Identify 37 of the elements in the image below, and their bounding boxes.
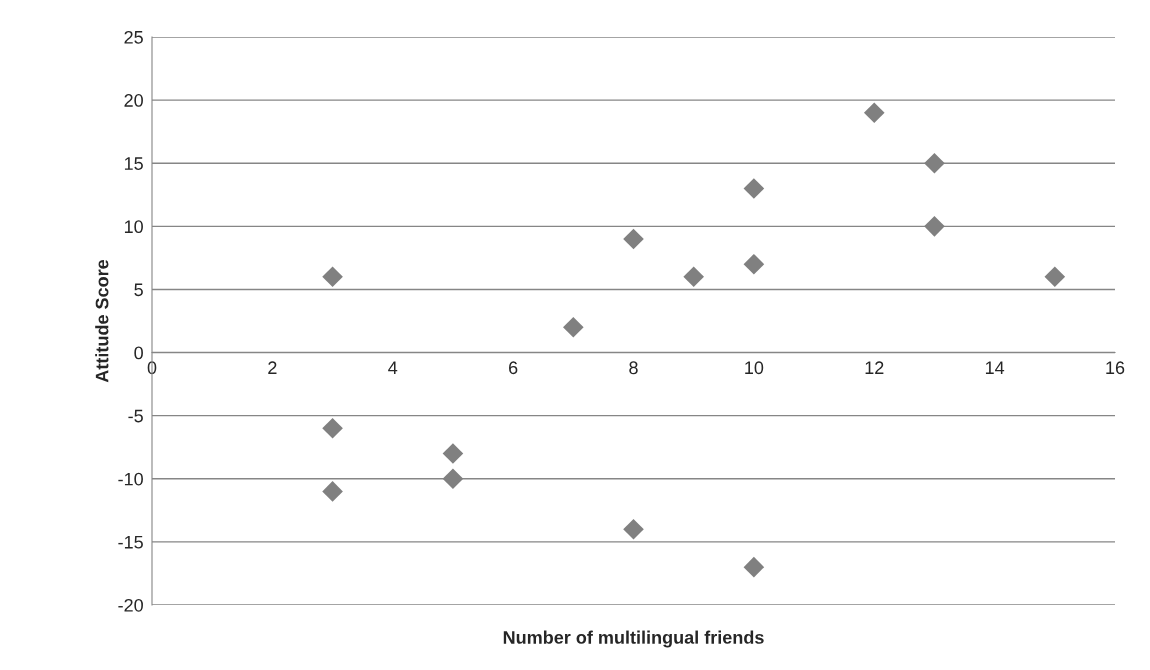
y-tick-label: -10 (118, 472, 143, 486)
x-tick-label: 14 (985, 361, 1005, 374)
x-axis-title: Number of multilingual friends (503, 630, 764, 648)
y-tick-label: 20 (124, 94, 143, 107)
y-tick-label: 10 (124, 220, 143, 234)
y-tick-label: 0 (134, 346, 143, 360)
x-tick-label: 4 (388, 361, 398, 374)
point (563, 317, 584, 338)
y-axis-title: Attitude Score (95, 259, 109, 383)
point (743, 556, 765, 578)
y-tick-label: -5 (128, 409, 143, 423)
point (442, 468, 464, 490)
y-tick-label: 15 (124, 157, 143, 170)
y-tick-label: -20 (118, 598, 143, 612)
point (683, 266, 704, 288)
x-tick-label: 6 (509, 361, 518, 375)
point (924, 216, 945, 237)
point (863, 102, 885, 124)
y-tick-label: 25 (124, 30, 143, 44)
x-tick-label: 10 (745, 361, 764, 375)
point (442, 443, 464, 464)
x-tick-label: 16 (1106, 361, 1125, 375)
x-tick-label: 2 (268, 361, 277, 374)
point (322, 266, 343, 288)
point (924, 152, 945, 174)
x-tick-label: 12 (865, 361, 884, 374)
point (1044, 266, 1066, 288)
point (322, 481, 343, 502)
point (322, 417, 343, 439)
point (743, 253, 765, 275)
point (623, 518, 644, 540)
x-tick-label: 8 (629, 361, 638, 375)
point (743, 178, 765, 199)
point (623, 228, 644, 250)
y-tick-label: -15 (118, 536, 143, 549)
y-tick-label: 5 (134, 283, 143, 297)
x-tick-label: 0 (147, 361, 157, 375)
